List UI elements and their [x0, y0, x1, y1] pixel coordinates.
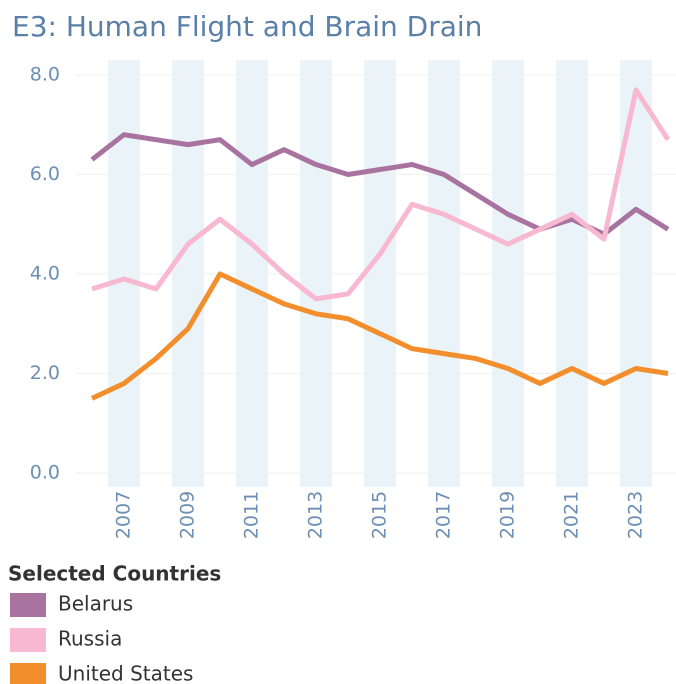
legend-swatch — [10, 593, 46, 617]
legend-label: Russia — [58, 627, 122, 651]
x-tick-label: 2009 — [177, 491, 199, 539]
x-tick-label: 2019 — [497, 491, 519, 539]
series-line — [90, 271, 669, 401]
x-tick-label: 2011 — [241, 491, 263, 539]
legend-title: Selected Countries — [8, 562, 221, 586]
legend-swatch — [10, 663, 46, 684]
x-tick-label: 2013 — [305, 491, 327, 539]
x-tick-label: 2021 — [561, 491, 583, 539]
y-tick-label: 6.0 — [30, 163, 60, 185]
y-tick-label: 8.0 — [30, 64, 60, 86]
x-tick-label: 2017 — [433, 491, 455, 539]
series-line — [91, 87, 671, 302]
chart-title: E3: Human Flight and Brain Drain — [12, 10, 482, 43]
x-tick-label: 2007 — [113, 491, 135, 539]
y-tick-label: 2.0 — [30, 362, 60, 384]
legend-swatch — [10, 628, 46, 652]
series-line — [90, 132, 670, 237]
y-tick-label: 4.0 — [30, 263, 60, 285]
x-tick-label: 2015 — [369, 491, 391, 539]
legend-label: United States — [58, 662, 193, 684]
x-tick-label: 2023 — [625, 491, 647, 539]
y-tick-label: 0.0 — [30, 462, 60, 484]
legend-label: Belarus — [58, 592, 133, 616]
